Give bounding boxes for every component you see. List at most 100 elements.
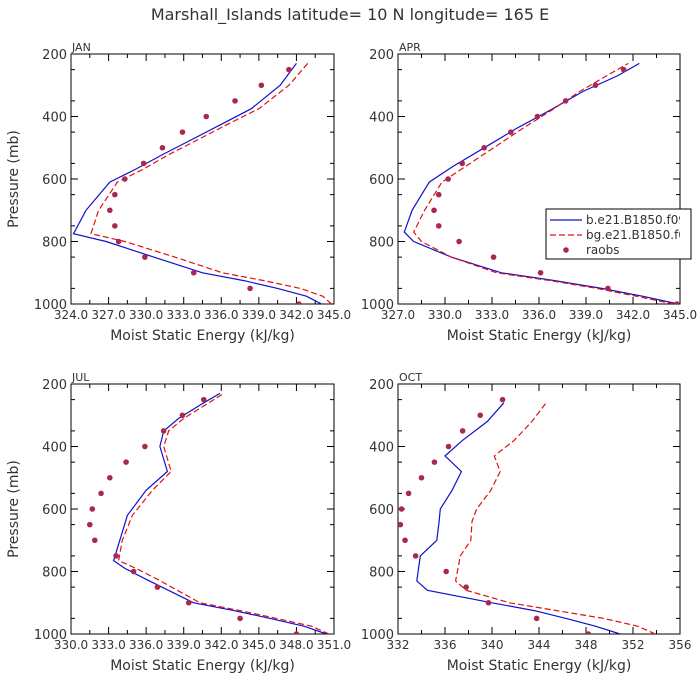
series-line-solid xyxy=(403,62,679,304)
raobs-point xyxy=(533,615,540,622)
x-tick-label: 324.0 xyxy=(54,308,88,322)
x-tick-label: 345.0 xyxy=(663,308,697,322)
raobs-point xyxy=(154,584,161,590)
x-tick-label: 348 xyxy=(575,638,598,652)
raobs-point xyxy=(159,144,166,151)
raobs-point xyxy=(91,537,98,544)
raobs-point xyxy=(293,631,300,634)
panel-label: APR xyxy=(399,41,421,54)
raobs-point xyxy=(398,506,405,512)
raobs-point xyxy=(160,428,167,434)
x-tick-label: 356 xyxy=(669,638,692,652)
legend-label: bg.e21.B1850.f09 xyxy=(586,228,694,242)
raobs-point xyxy=(463,584,469,590)
series-line-solid xyxy=(416,402,621,634)
x-tick-label: 344 xyxy=(528,638,551,652)
raobs-point xyxy=(459,428,466,434)
raobs-point xyxy=(481,144,487,151)
raobs-point xyxy=(562,98,569,104)
y-tick-label: 800 xyxy=(369,236,394,251)
raobs-point xyxy=(592,82,599,89)
y-tick-label: 400 xyxy=(369,111,394,126)
x-axis-label: Moist Static Energy (kJ/kg) xyxy=(447,328,632,344)
series-line-solid xyxy=(72,63,322,304)
raobs-point xyxy=(398,521,404,528)
x-tick-label: 333.0 xyxy=(91,638,125,652)
x-tick-label: 333.0 xyxy=(167,308,201,322)
raobs-point xyxy=(107,207,113,214)
x-tick-label: 336.0 xyxy=(129,638,163,652)
figure-title: Marshall_Islands latitude= 10 N longitud… xyxy=(151,5,549,25)
raobs-point xyxy=(605,285,611,292)
raobs-point xyxy=(443,568,449,575)
raobs-point xyxy=(485,599,492,606)
raobs-point xyxy=(405,490,412,497)
raobs-point xyxy=(112,191,118,198)
series-line-dashed xyxy=(412,62,674,304)
x-tick-label: 348.0 xyxy=(279,638,313,652)
raobs-point xyxy=(142,254,148,260)
y-tick-label: 200 xyxy=(42,48,67,63)
raobs-point xyxy=(674,301,680,304)
x-tick-label: 339.0 xyxy=(569,308,603,322)
x-tick-label: 342.0 xyxy=(204,638,238,652)
y-tick-label: 200 xyxy=(369,48,394,63)
legend-label: b.e21.B1850.f09 xyxy=(586,213,686,227)
raobs-point xyxy=(477,412,484,419)
raobs-point xyxy=(122,176,128,182)
x-tick-label: 340 xyxy=(481,638,504,652)
series-line-solid xyxy=(112,392,327,634)
x-tick-label: 327.0 xyxy=(381,308,415,322)
y-tick-label: 600 xyxy=(369,503,394,518)
plot-frame xyxy=(70,383,335,635)
series-group xyxy=(72,63,332,304)
raobs-point xyxy=(232,98,238,104)
raobs-point xyxy=(537,269,544,276)
raobs-point xyxy=(179,129,186,135)
series-line-dashed xyxy=(90,63,332,304)
y-tick-label: 400 xyxy=(42,111,67,126)
raobs-point xyxy=(115,238,122,245)
raobs-point xyxy=(203,113,210,120)
raobs-point xyxy=(402,537,408,544)
y-tick-label: 600 xyxy=(42,173,67,188)
series-line-dashed xyxy=(117,392,330,634)
plot-frame xyxy=(397,53,681,305)
y-tick-label: 800 xyxy=(42,566,67,581)
raobs-point xyxy=(98,490,104,497)
x-tick-label: 345.0 xyxy=(317,308,351,322)
legend-box xyxy=(545,208,692,260)
x-tick-label: 330.0 xyxy=(54,638,88,652)
raobs-point xyxy=(456,238,462,245)
x-tick-label: 342.0 xyxy=(616,308,650,322)
raobs-point xyxy=(508,129,514,135)
raobs-point xyxy=(490,254,497,260)
x-tick-label: 333.0 xyxy=(475,308,509,322)
x-axis-label: Moist Static Energy (kJ/kg) xyxy=(110,328,295,344)
x-tick-label: 336 xyxy=(434,638,457,652)
x-tick-label: 330.0 xyxy=(129,308,163,322)
raobs-point xyxy=(142,443,148,450)
panel-label: JAN xyxy=(71,41,91,54)
y-tick-label: 1000 xyxy=(34,298,67,313)
y-tick-label: 1000 xyxy=(361,298,394,313)
y-axis-label: Pressure (mb) xyxy=(6,130,22,228)
x-tick-label: 336.0 xyxy=(204,308,238,322)
raobs-point xyxy=(112,223,118,229)
raobs-point xyxy=(258,82,265,89)
panel-label: OCT xyxy=(399,371,422,384)
raobs-point xyxy=(113,553,119,559)
raobs-point xyxy=(435,191,442,198)
y-tick-label: 400 xyxy=(42,441,67,456)
y-tick-label: 200 xyxy=(369,378,394,393)
raobs-point xyxy=(445,443,452,450)
y-tick-label: 800 xyxy=(369,566,394,581)
series-line-dashed xyxy=(454,402,656,634)
x-tick-label: 336.0 xyxy=(522,308,556,322)
y-tick-label: 1000 xyxy=(34,628,67,643)
